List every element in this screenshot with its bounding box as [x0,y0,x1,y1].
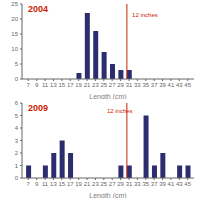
svg-text:29: 29 [117,82,124,88]
svg-text:35: 35 [142,82,149,88]
svg-text:15: 15 [11,31,18,37]
svg-text:19: 19 [75,181,82,187]
svg-text:39: 39 [159,181,166,187]
svg-text:21: 21 [84,181,91,187]
svg-text:5: 5 [15,61,19,67]
svg-text:13: 13 [50,82,57,88]
svg-text:23: 23 [92,82,99,88]
svg-text:21: 21 [84,82,91,88]
svg-text:23: 23 [92,181,99,187]
svg-text:15: 15 [59,181,66,187]
svg-text:25: 25 [100,82,107,88]
svg-text:12 inches: 12 inches [107,108,133,114]
svg-text:10: 10 [11,46,18,52]
svg-text:27: 27 [109,181,116,187]
svg-text:9: 9 [35,181,39,187]
svg-text:31: 31 [126,181,133,187]
svg-text:5: 5 [15,113,19,119]
svg-text:11: 11 [42,181,49,187]
svg-text:15: 15 [59,82,66,88]
svg-text:41: 41 [168,82,175,88]
svg-text:37: 37 [151,82,158,88]
svg-text:27: 27 [109,82,116,88]
svg-text:37: 37 [151,181,158,187]
svg-text:39: 39 [159,82,166,88]
svg-text:0: 0 [15,76,19,82]
svg-text:13: 13 [50,181,57,187]
svg-text:17: 17 [67,181,74,187]
svg-text:25: 25 [11,1,18,7]
svg-text:4: 4 [15,125,19,131]
svg-text:33: 33 [134,82,141,88]
svg-text:19: 19 [75,82,82,88]
svg-text:12 inches: 12 inches [132,12,158,18]
svg-text:45: 45 [184,181,191,187]
html-text:2004: 2004 [28,4,48,14]
svg-text:0: 0 [15,175,19,181]
svg-text:25: 25 [100,181,107,187]
svg-text:3: 3 [15,138,19,144]
svg-text:11: 11 [42,82,49,88]
svg-text:1: 1 [15,163,19,169]
svg-text:7: 7 [27,82,31,88]
svg-text:6: 6 [15,100,19,106]
svg-text:17: 17 [67,82,74,88]
svg-text:29: 29 [117,181,124,187]
svg-text:35: 35 [142,181,149,187]
svg-text:33: 33 [134,181,141,187]
svg-text:20: 20 [11,16,18,22]
svg-text:9: 9 [35,82,39,88]
html-text:2009: 2009 [28,103,48,113]
svg-text:Length (cm): Length (cm) [89,93,126,99]
svg-text:31: 31 [126,82,133,88]
svg-text:43: 43 [176,181,183,187]
svg-text:7: 7 [27,181,31,187]
svg-text:2: 2 [15,150,19,156]
svg-text:41: 41 [168,181,175,187]
svg-text:45: 45 [184,82,191,88]
svg-text:Length (cm): Length (cm) [89,192,126,198]
svg-text:43: 43 [176,82,183,88]
